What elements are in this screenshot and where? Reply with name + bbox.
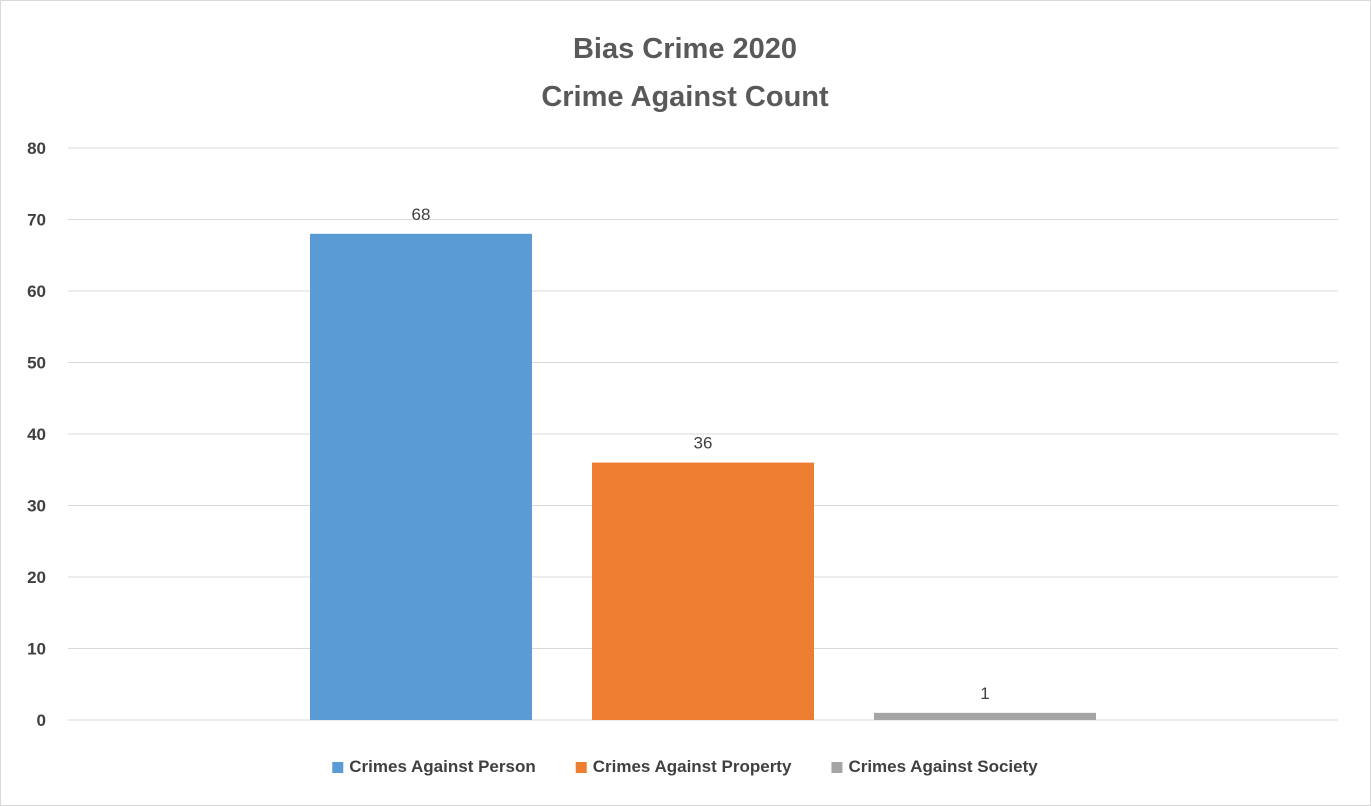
y-axis-tick-labels: 0 10 20 30 40 50 60 70 80 <box>27 139 46 730</box>
bars <box>310 233 1096 721</box>
y-tick-label-20: 20 <box>27 568 46 587</box>
y-tick-label-70: 70 <box>27 211 46 230</box>
legend-swatch-crimes-against-society <box>831 762 843 773</box>
y-tick-label-30: 30 <box>27 497 46 516</box>
y-tick-label-80: 80 <box>27 139 46 158</box>
y-tick-label-40: 40 <box>27 425 46 444</box>
bar-crimes-against-person <box>310 233 532 721</box>
data-label-crimes-against-person: 68 <box>412 205 431 224</box>
chart-title: Bias Crime 2020 Crime Against Count <box>541 33 829 113</box>
y-tick-label-60: 60 <box>27 282 46 301</box>
data-label-crimes-against-property: 36 <box>694 434 713 453</box>
y-tick-label-50: 50 <box>27 354 46 373</box>
y-tick-label-10: 10 <box>27 640 46 659</box>
legend-label-crimes-against-society: Crimes Against Society <box>848 757 1038 776</box>
legend-label-crimes-against-person: Crimes Against Person <box>349 757 535 776</box>
data-labels: 68 36 1 <box>412 205 990 703</box>
chart-title-line-1: Bias Crime 2020 <box>573 33 797 65</box>
chart-title-line-2: Crime Against Count <box>541 81 829 113</box>
data-label-crimes-against-society: 1 <box>980 684 989 703</box>
gridlines <box>68 147 1338 721</box>
legend-swatch-crimes-against-person <box>332 762 344 773</box>
legend-swatch-crimes-against-property <box>575 762 587 773</box>
y-tick-label-0: 0 <box>37 711 46 730</box>
legend: Crimes Against Person Crimes Against Prop… <box>332 757 1038 776</box>
legend-label-crimes-against-property: Crimes Against Property <box>593 757 792 776</box>
bar-crimes-against-property <box>592 462 814 720</box>
bar-crimes-against-society <box>874 712 1096 720</box>
